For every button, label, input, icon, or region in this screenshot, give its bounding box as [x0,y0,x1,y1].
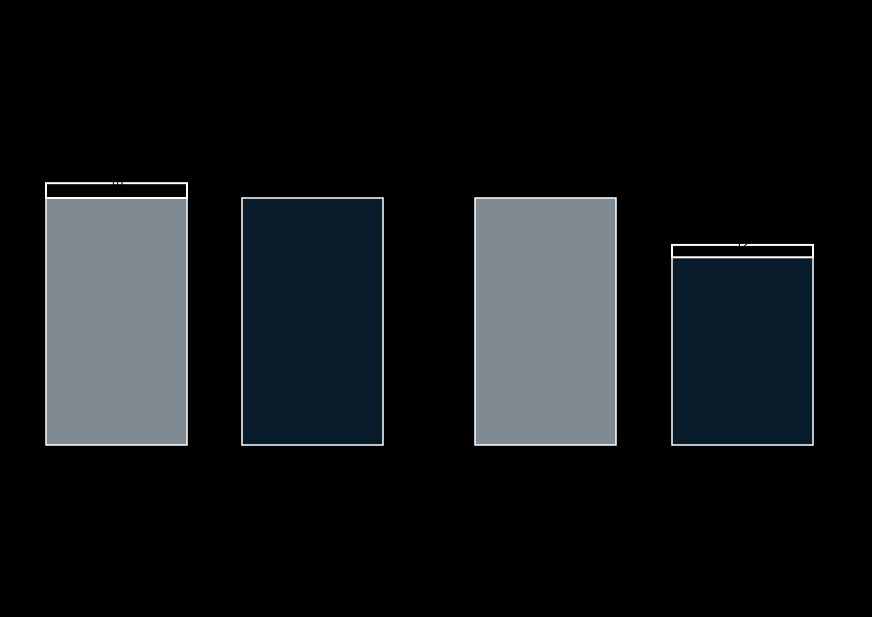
footnote-2-line-2: the total number of unique payment terms… [4,557,292,570]
bar-2 [241,197,384,446]
bar-3 [474,197,617,446]
bar-chart: 10 12 [45,175,814,446]
bar-1-data-label: 10 [110,175,124,189]
bar-4-data-label: 12 [736,237,750,251]
footnote-1-line-1: ¹Analysis conducted based on data of com… [3,517,780,529]
bar-4 [671,256,814,446]
bar-1 [45,197,188,446]
source-note: Source: Zuora Proprietary data, McKinsey… [4,571,252,583]
footnotes: ¹Analysis conducted based on data of com… [0,517,872,585]
footnote-2-line-1: ²Unique number of payment terms calculat… [3,544,768,556]
footnote-1-line-2: had >20% annual revenue growth, while th… [4,530,489,543]
bar-4-increment [671,243,814,259]
bar-1-increment [45,182,188,199]
